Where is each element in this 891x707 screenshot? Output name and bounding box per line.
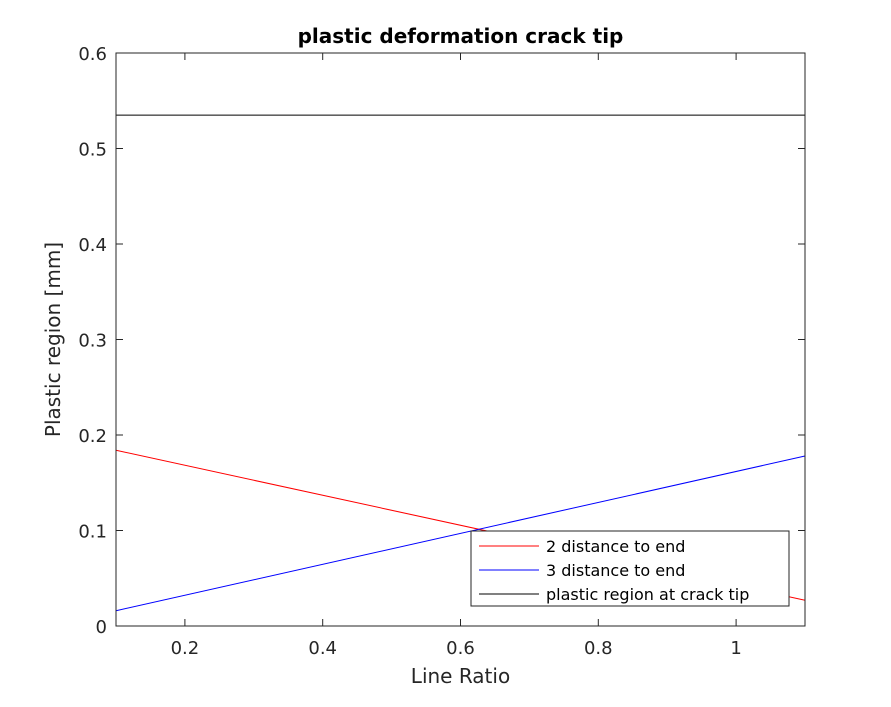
x-axis-ticks: 0.2 0.4 0.6 0.8 1 — [171, 53, 742, 659]
x-tick-label: 0.4 — [308, 638, 337, 659]
y-tick-label: 0.2 — [78, 426, 107, 447]
y-tick-label: 0.5 — [78, 140, 107, 161]
y-tick-label: 0.3 — [78, 331, 107, 352]
y-tick-label: 0 — [96, 617, 107, 638]
y-tick-label: 0.6 — [78, 44, 107, 65]
x-tick-label: 0.8 — [584, 638, 613, 659]
legend: 2 distance to end 3 distance to end plas… — [470, 530, 790, 607]
x-tick-label: 0.2 — [171, 638, 200, 659]
chart-title: plastic deformation crack tip — [298, 24, 624, 48]
x-axis-label: Line Ratio — [411, 664, 510, 688]
legend-label-3-distance: 3 distance to end — [546, 561, 685, 580]
series-line-1 — [115, 455, 806, 612]
y-axis-label: Plastic region [mm] — [41, 242, 65, 437]
x-tick-label: 0.6 — [446, 638, 475, 659]
y-tick-label: 0.4 — [78, 235, 107, 256]
legend-label-2-distance: 2 distance to end — [546, 537, 685, 556]
x-tick-label: 1 — [730, 638, 741, 659]
y-axis-ticks: 0 0.1 0.2 0.3 0.4 0.5 0.6 — [78, 44, 805, 638]
y-tick-label: 0.1 — [78, 522, 107, 543]
legend-label-plastic-region: plastic region at crack tip — [546, 585, 749, 604]
